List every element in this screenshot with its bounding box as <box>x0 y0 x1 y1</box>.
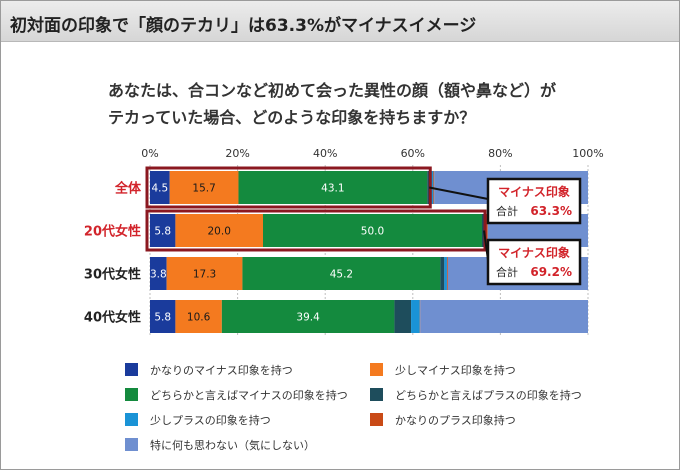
x-tick-label: 60% <box>401 147 425 160</box>
data-label: 4.5 <box>152 183 169 195</box>
callout-box <box>486 238 582 286</box>
bar-segment <box>150 214 176 247</box>
data-label: 15.7 <box>192 183 215 195</box>
bar-segment <box>440 257 445 290</box>
bar-segment <box>238 171 428 204</box>
data-label: 39.4 <box>296 312 320 324</box>
question-line-1: あなたは、合コンなど初めて会った異性の顔（額や鼻など）が <box>108 81 557 100</box>
legend-label: どちらかと言えばマイナスの印象を持つ <box>150 389 348 402</box>
callout-total-value: 69.2% <box>530 265 572 279</box>
bar-segment <box>444 257 447 290</box>
legend-label: どちらかと言えばプラスの印象を持つ <box>395 389 582 402</box>
legend-swatch <box>125 438 138 451</box>
callout-total-value: 63.3% <box>530 204 572 218</box>
question-line-2: テカっていた場合、どのような印象を持ちますか？ <box>108 108 476 127</box>
legend-swatch <box>125 363 138 376</box>
x-tick-label: 40% <box>313 147 337 160</box>
bar-segment <box>420 300 588 333</box>
category-label: 全体 <box>114 181 142 197</box>
bar-segment <box>242 257 441 290</box>
legend-label: 少しプラスの印象を持つ <box>150 414 271 427</box>
bar-segment <box>411 300 420 333</box>
bar-segment <box>446 257 448 290</box>
bar-segment <box>221 300 395 333</box>
legend-label: かなりのプラス印象持つ <box>395 414 516 427</box>
bar-segment <box>150 257 167 290</box>
callout-box <box>486 177 582 225</box>
legend-swatch <box>125 388 138 401</box>
category-label: 20代女性 <box>84 224 141 240</box>
header-bar: 初対面の印象で「顔のテカリ」は63.3%がマイナスイメージ <box>1 1 679 42</box>
bar-segment <box>175 214 264 247</box>
legend-swatch <box>125 413 138 426</box>
data-label: 5.8 <box>154 226 171 238</box>
legend-label: かなりのマイナス印象を持つ <box>150 364 293 377</box>
bar-segment <box>486 214 488 247</box>
bar-segment <box>166 257 243 290</box>
callout-title: マイナス印象 <box>498 245 570 260</box>
x-tick-label: 20% <box>225 147 249 160</box>
x-tick-label: 0% <box>141 147 158 160</box>
bar-segment <box>175 300 222 333</box>
data-label: 20.0 <box>208 226 231 238</box>
callout-total-label: 合計 <box>496 204 518 218</box>
data-label: 50.0 <box>361 226 384 238</box>
data-label: 17.3 <box>193 269 216 281</box>
bar-segment <box>263 214 483 247</box>
legend-swatch <box>370 363 383 376</box>
bar-segment <box>150 171 170 204</box>
legend-swatch <box>370 413 383 426</box>
legend-label: 少しマイナス印象を持つ <box>395 364 516 377</box>
legend-swatch <box>370 388 383 401</box>
data-label: 43.1 <box>321 183 344 195</box>
bar-segment <box>150 300 176 333</box>
data-label: 3.8 <box>150 269 167 281</box>
bar-segment <box>482 214 485 247</box>
x-tick-label: 100% <box>572 147 603 160</box>
data-label: 10.6 <box>187 312 211 324</box>
header-title: 初対面の印象で「顔のテカリ」は63.3%がマイナスイメージ <box>10 16 477 36</box>
callout-title: マイナス印象 <box>498 184 570 199</box>
callout-leader <box>429 186 489 200</box>
category-label: 30代女性 <box>84 267 141 283</box>
callout-total-label: 合計 <box>496 265 518 279</box>
data-label: 45.2 <box>330 269 353 281</box>
bar-segment <box>169 171 239 204</box>
category-label: 40代女性 <box>84 310 141 326</box>
x-tick-label: 80% <box>488 147 512 160</box>
legend-label: 特に何も思わない（気にしない） <box>150 439 315 452</box>
bar-segment <box>394 300 412 333</box>
data-label: 5.8 <box>154 312 171 324</box>
